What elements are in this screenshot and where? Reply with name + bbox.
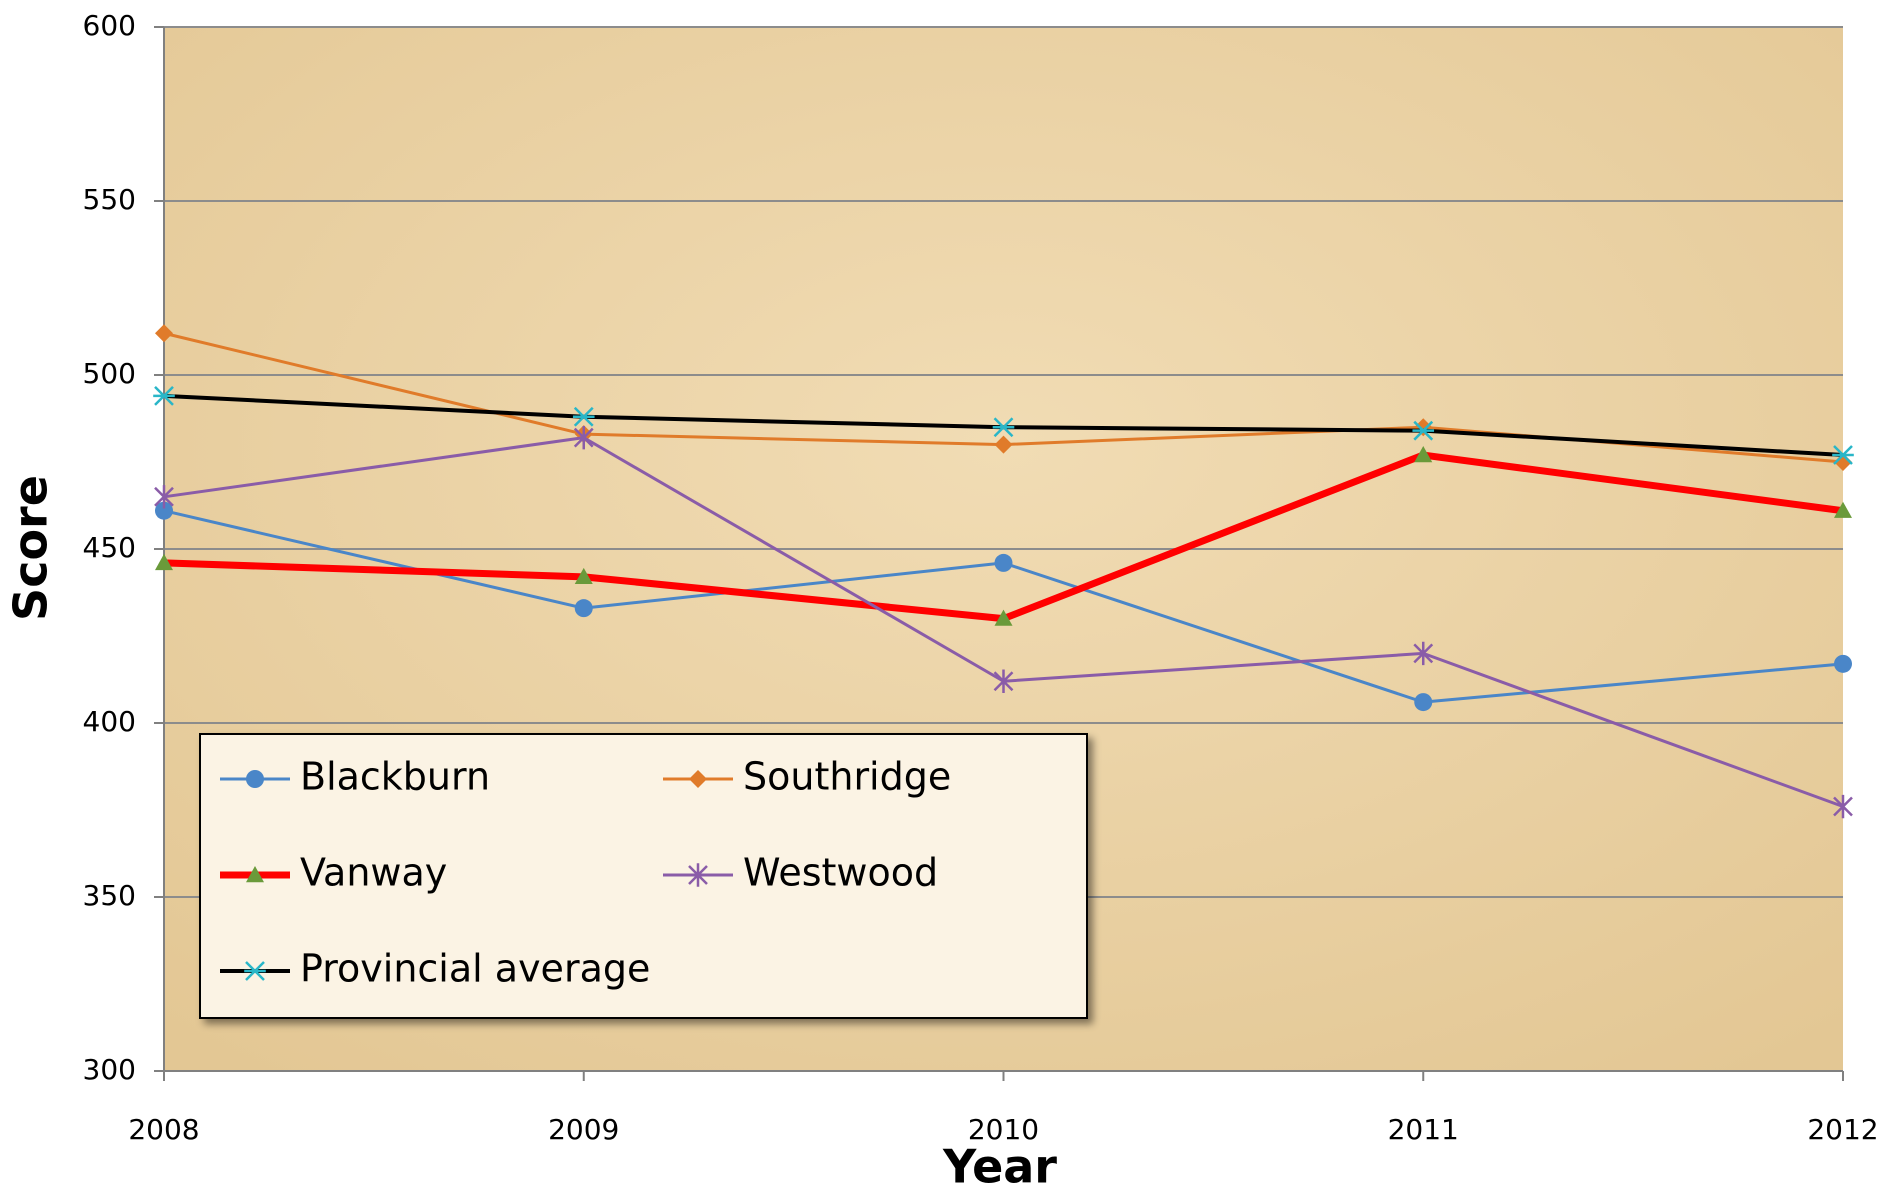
marker [1412, 420, 1435, 441]
marker [688, 863, 708, 887]
legend-label: Southridge [743, 755, 951, 799]
x-tick-label: 2008 [128, 1113, 199, 1146]
legend-label: Westwood [743, 851, 938, 895]
marker [155, 501, 173, 520]
x-tick-label: 2009 [548, 1113, 619, 1146]
marker [155, 553, 173, 571]
x-tick-label: 2010 [968, 1113, 1039, 1146]
x-axis-title: Year [942, 1140, 1057, 1194]
marker [689, 770, 707, 788]
marker [1834, 654, 1852, 673]
marker [994, 553, 1013, 572]
legend-box [199, 733, 1088, 1019]
marker [1833, 794, 1853, 819]
marker [573, 425, 594, 450]
marker [246, 866, 264, 883]
marker [244, 961, 266, 981]
marker [1834, 501, 1852, 518]
y-tick-label: 350 [83, 879, 136, 912]
marker [574, 567, 593, 585]
marker [154, 485, 174, 509]
y-tick-label: 500 [83, 357, 136, 390]
marker [1834, 453, 1852, 471]
marker [993, 669, 1014, 693]
marker [1414, 693, 1433, 712]
x-tick-label: 2011 [1388, 1113, 1459, 1146]
marker [574, 599, 593, 618]
legend-label: Vanway [300, 851, 447, 895]
marker [1413, 641, 1434, 666]
y-axis-title: Score [4, 475, 58, 621]
y-tick-label: 550 [83, 183, 136, 216]
y-tick-label: 300 [83, 1053, 136, 1086]
marker [246, 770, 264, 788]
marker [1414, 446, 1433, 463]
marker [994, 609, 1013, 626]
x-tick-label: 2012 [1807, 1113, 1878, 1146]
marker [992, 417, 1015, 438]
marker [153, 385, 175, 406]
marker [1832, 445, 1854, 465]
marker [572, 406, 595, 427]
y-tick-label: 450 [83, 531, 136, 564]
marker [155, 324, 173, 343]
legend-label: Provincial average [300, 947, 650, 991]
marker [994, 435, 1013, 454]
y-tick-label: 400 [83, 705, 136, 738]
legend-label: Blackburn [300, 755, 490, 799]
y-tick-label: 600 [83, 9, 136, 42]
